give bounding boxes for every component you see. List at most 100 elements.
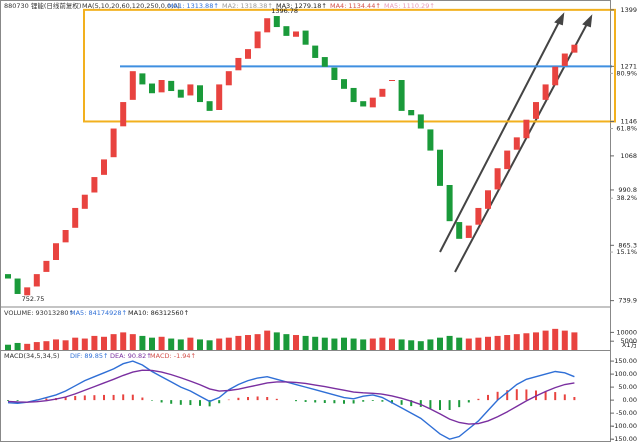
volume-bar [43, 341, 50, 350]
candle [513, 137, 520, 150]
volume-bar [53, 339, 59, 350]
y-tick-label: 150.00 [614, 357, 637, 365]
candle [91, 177, 98, 193]
candle [293, 31, 299, 37]
candle [53, 243, 59, 260]
candle [321, 57, 328, 67]
volume-bar [341, 337, 347, 350]
volume-bar [91, 335, 98, 350]
candle [379, 88, 386, 97]
candle [33, 274, 40, 287]
volume-bar [398, 339, 405, 350]
volume-legend: MA10: 86312560↑ [128, 309, 189, 317]
y-tick-label: 739.9 [618, 297, 637, 305]
candle [302, 30, 309, 45]
volume-bar [504, 335, 511, 350]
candle [245, 49, 251, 59]
y-tick-label: 0.00 [623, 396, 637, 404]
candle [369, 97, 376, 108]
volume-bar [158, 336, 165, 350]
y-tick-label: -50.00 [616, 409, 637, 417]
volume-bar [312, 336, 319, 350]
y-tick-label: 10000 [616, 328, 637, 336]
y-tick-label: 5000 [620, 337, 637, 345]
volume-bar [14, 342, 21, 350]
macd-legend: MACD: -1.94↑ [150, 352, 196, 360]
volume-bar [475, 337, 482, 350]
candle [187, 84, 194, 96]
volume-bar [62, 340, 69, 350]
volume-bar [81, 338, 88, 350]
volume-bar [139, 335, 146, 350]
volume-bar [33, 342, 40, 350]
candle [177, 89, 184, 98]
candle [389, 80, 395, 81]
volume-bar [302, 335, 309, 350]
volume-bar [235, 335, 242, 350]
candle [331, 67, 338, 80]
candle [139, 73, 146, 85]
volume-bar [369, 338, 376, 350]
candle [197, 85, 203, 103]
fib-label: 15.1% [616, 248, 637, 256]
candle [43, 260, 50, 272]
candle [427, 129, 434, 151]
candle [5, 274, 11, 279]
candle [542, 84, 549, 100]
ma-legend: MA4: 1134.44↑ [330, 2, 381, 10]
volume-bar [456, 337, 463, 350]
volume-bar [513, 334, 520, 350]
candle [101, 159, 107, 175]
fib-label: 61.8% [616, 125, 637, 133]
candle [225, 71, 232, 86]
title: 880730 锂能(日线前复权) [4, 1, 81, 10]
volume-panel: VOLUME: 93013280↑MA5: 84174928↑ MA10: 863… [4, 309, 637, 350]
volume-bar [206, 340, 213, 350]
dif-line [7, 360, 575, 440]
volume-bar [197, 339, 203, 350]
candle [533, 102, 539, 119]
candle [206, 101, 213, 111]
volume-bar [485, 336, 491, 350]
candle [446, 185, 453, 222]
volume-bar [245, 335, 251, 350]
volume-bar [542, 330, 549, 350]
volume-bar [72, 337, 79, 350]
volume-bar [101, 336, 107, 350]
volume-bar [5, 344, 11, 350]
candle [129, 71, 136, 100]
volume-bar [465, 338, 472, 350]
volume-bar [110, 334, 117, 350]
candle [465, 225, 472, 238]
macd-panel: MACD(34,5,34,5) DIF: 89.85↑ DEA: 90.82↑MAC… [4, 352, 637, 442]
volume-bar [331, 338, 338, 350]
y-tick-label: 50.00 [618, 383, 637, 391]
candle [235, 57, 242, 71]
range-box [83, 8, 616, 123]
candle [149, 83, 155, 94]
volume-bar [293, 335, 299, 350]
ma-legend: MA3: 1279.18↑ [276, 2, 327, 10]
candle [168, 80, 175, 92]
candle [81, 194, 88, 209]
volume-bar [254, 334, 261, 350]
candle [62, 230, 69, 243]
y-tick-label: -150.00 [612, 435, 637, 442]
candle [254, 31, 261, 49]
volume-bar [571, 332, 578, 350]
volume-title: VOLUME: 93013280↑ [4, 309, 74, 317]
candle [494, 168, 501, 190]
candle [571, 44, 578, 53]
volume-bar [523, 333, 530, 350]
high-label: 1396.78 [271, 7, 298, 15]
volume-bar [216, 338, 223, 350]
candle [273, 16, 280, 28]
candle [360, 101, 367, 107]
volume-bar [120, 332, 127, 350]
candle [283, 26, 290, 36]
fib-label: 38.2% [616, 194, 637, 202]
candle [437, 149, 443, 186]
y-tick-label: 990.8 [618, 186, 637, 194]
volume-bar [446, 335, 453, 350]
volume-unit: X1万 [622, 341, 638, 349]
